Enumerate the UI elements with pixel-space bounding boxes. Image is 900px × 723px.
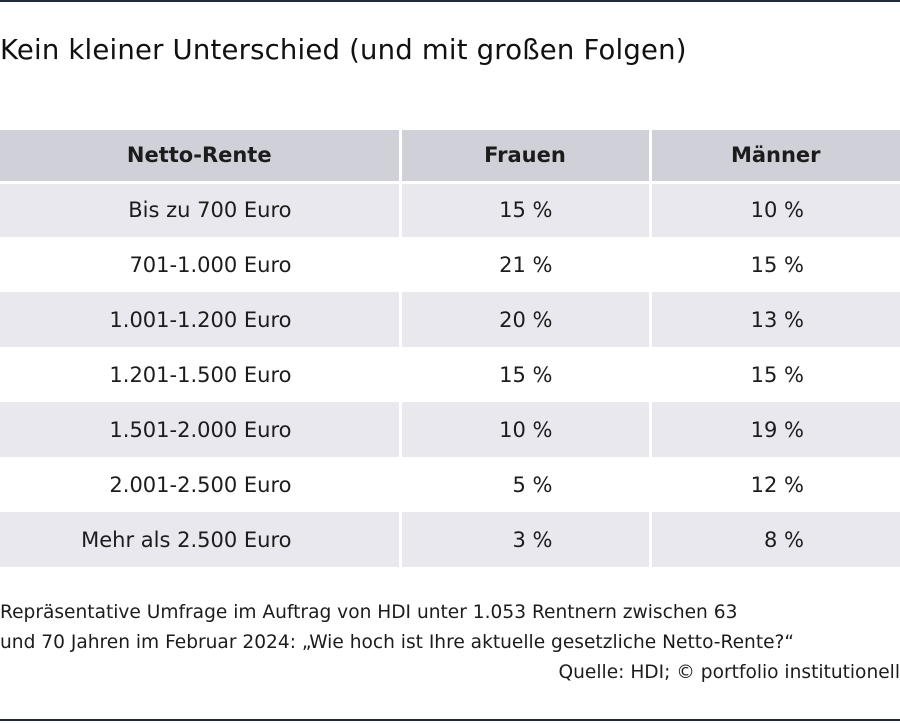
cell-maenner: 10 % <box>648 182 900 237</box>
cell-maenner: 15 % <box>648 237 900 292</box>
column-header-maenner: Männer <box>648 130 900 184</box>
cell-maenner: 12 % <box>648 457 900 512</box>
header-row: Netto-Rente Frauen Männer <box>0 130 900 184</box>
source-credit: Quelle: HDI; © portfolio institutionell <box>558 662 900 683</box>
column-header-frauen: Frauen <box>398 130 650 184</box>
footnote: Repräsentative Umfrage im Auftrag von HD… <box>0 598 900 688</box>
top-rule <box>0 0 900 2</box>
cell-frauen: 15 % <box>398 347 650 402</box>
table-row: 701-1.000 Euro 21 % 15 % <box>0 237 900 292</box>
row-label: 1.501-2.000 Euro <box>0 402 400 457</box>
table-body: Bis zu 700 Euro 15 % 10 % 701-1.000 Euro 21 … <box>0 182 900 567</box>
cell-frauen: 20 % <box>398 292 650 347</box>
data-table: Netto-Rente Frauen Männer Bis zu 700 Eur… <box>0 130 900 567</box>
data-table-container: Netto-Rente Frauen Männer Bis zu 700 Eur… <box>0 130 900 567</box>
table-row: 1.001-1.200 Euro 20 % 13 % <box>0 292 900 347</box>
row-label: 2.001-2.500 Euro <box>0 457 400 512</box>
table-row: Bis zu 700 Euro 15 % 10 % <box>0 182 900 237</box>
row-label: Mehr als 2.500 Euro <box>0 512 400 567</box>
footnote-line-2: und 70 Jahren im Februar 2024: „Wie hoch… <box>0 632 795 653</box>
cell-frauen: 10 % <box>398 402 650 457</box>
table-row: 1.501-2.000 Euro 10 % 19 % <box>0 402 900 457</box>
footnote-line-1: Repräsentative Umfrage im Auftrag von HD… <box>0 602 738 623</box>
cell-frauen: 5 % <box>398 457 650 512</box>
table-header: Netto-Rente Frauen Männer <box>0 130 900 184</box>
cell-frauen: 15 % <box>398 182 650 237</box>
row-label: 1.201-1.500 Euro <box>0 347 400 402</box>
row-label: 1.001-1.200 Euro <box>0 292 400 347</box>
cell-maenner: 15 % <box>648 347 900 402</box>
cell-maenner: 13 % <box>648 292 900 347</box>
row-label: Bis zu 700 Euro <box>0 182 400 237</box>
cell-frauen: 21 % <box>398 237 650 292</box>
bottom-rule <box>0 719 900 721</box>
chart-title: Kein kleiner Unterschied (und mit großen… <box>0 34 687 66</box>
row-label: 701-1.000 Euro <box>0 237 400 292</box>
table-row: 1.201-1.500 Euro 15 % 15 % <box>0 347 900 402</box>
cell-frauen: 3 % <box>398 512 650 567</box>
table-row: 2.001-2.500 Euro 5 % 12 % <box>0 457 900 512</box>
table-row: Mehr als 2.500 Euro 3 % 8 % <box>0 512 900 567</box>
column-header-netto-rente: Netto-Rente <box>0 130 400 184</box>
cell-maenner: 19 % <box>648 402 900 457</box>
cell-maenner: 8 % <box>648 512 900 567</box>
